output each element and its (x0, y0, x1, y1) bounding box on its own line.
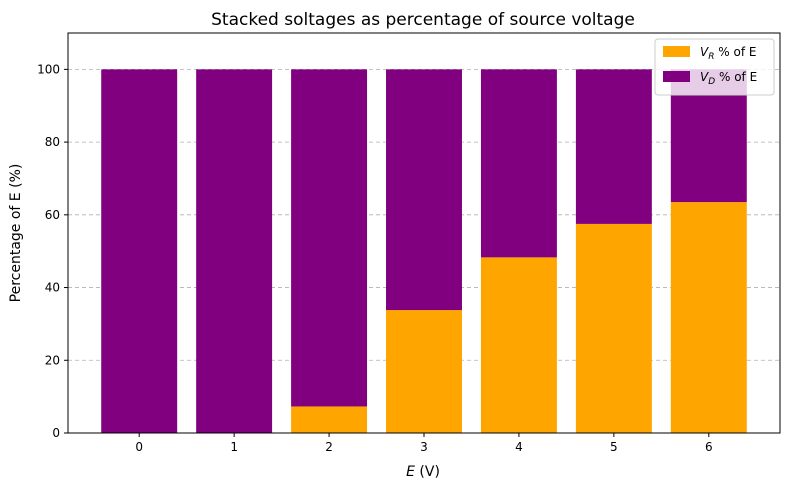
bar-vd-2 (291, 69, 368, 407)
x-tick-label-5: 5 (610, 440, 618, 454)
bar-vd-0 (101, 69, 178, 433)
x-tick-label-6: 6 (705, 440, 713, 454)
y-tick-label-20: 20 (45, 353, 60, 367)
y-tick-label-60: 60 (45, 208, 60, 222)
bar-vd-3 (386, 69, 462, 311)
bars (101, 69, 747, 433)
legend-swatch-vd (663, 71, 690, 82)
x-axis-ticks: 0 1 2 3 4 5 6 (135, 433, 713, 454)
y-axis-label: Percentage of E (%) (8, 164, 24, 303)
x-tick-label-3: 3 (420, 440, 428, 454)
x-tick-label-0: 0 (135, 440, 143, 454)
bar-vr-4 (480, 257, 557, 433)
legend: VR % of E VD % of E (654, 38, 775, 96)
x-axis-label: E (V) (406, 464, 440, 480)
x-tick-label-4: 4 (515, 440, 523, 454)
y-axis-ticks: 0 20 40 60 80 100 (37, 62, 68, 440)
bar-vr-3 (386, 310, 462, 433)
x-tick-label-1: 1 (230, 440, 238, 454)
bar-vr-6 (670, 202, 747, 433)
legend-label-vr: VR % of E (700, 45, 756, 62)
bar-vr-2 (291, 406, 368, 433)
x-axis-label-unit: (V) (415, 464, 440, 480)
y-tick-label-100: 100 (37, 62, 60, 76)
chart-title: Stacked soltages as percentage of source… (211, 10, 635, 30)
bar-vd-5 (575, 69, 652, 224)
bar-vr-5 (575, 223, 652, 433)
x-tick-label-2: 2 (325, 440, 333, 454)
x-axis-label-variable: E (406, 464, 415, 480)
y-tick-label-40: 40 (45, 281, 60, 295)
bar-vd-1 (196, 69, 273, 433)
bar-vd-4 (480, 69, 557, 258)
y-tick-label-80: 80 (45, 135, 60, 149)
y-tick-label-0: 0 (52, 426, 60, 440)
legend-swatch-vr (663, 46, 690, 57)
legend-label-vd: VD % of E (700, 70, 757, 87)
